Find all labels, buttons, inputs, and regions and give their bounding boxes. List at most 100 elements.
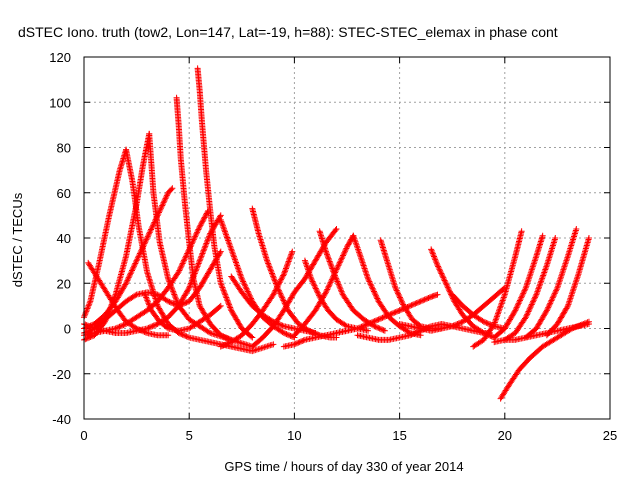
- data-point: [561, 263, 568, 270]
- data-point: [514, 301, 521, 308]
- data-point: [455, 320, 462, 327]
- data-point: [365, 327, 372, 334]
- data-point: [431, 254, 438, 261]
- data-point: [244, 287, 251, 294]
- data-point: [371, 323, 378, 330]
- data-point: [297, 338, 304, 345]
- data-point: [518, 293, 525, 300]
- data-point: [146, 303, 153, 310]
- data-point: [225, 340, 232, 347]
- data-point: [222, 230, 229, 237]
- data-point: [494, 310, 501, 317]
- data-point: [203, 211, 210, 218]
- data-point: [281, 269, 288, 276]
- data-point: [266, 263, 273, 270]
- data-point: [513, 304, 520, 311]
- data-point: [325, 254, 332, 261]
- data-point: [552, 235, 559, 241]
- data-point: [496, 307, 503, 314]
- data-point: [394, 288, 401, 295]
- data-series: [81, 146, 130, 321]
- data-point: [562, 260, 569, 267]
- data-point: [217, 302, 224, 309]
- data-point: [531, 257, 538, 264]
- data-point: [346, 240, 353, 247]
- data-series: [350, 232, 424, 339]
- data-point: [192, 232, 199, 239]
- data-point: [312, 284, 319, 291]
- data-point: [150, 220, 157, 227]
- data-point: [532, 294, 539, 301]
- data-point: [180, 257, 187, 264]
- data-point: [287, 332, 294, 339]
- data-point: [557, 275, 564, 282]
- data-point: [424, 295, 431, 302]
- data-point: [524, 280, 531, 287]
- data-point: [163, 297, 170, 304]
- data-point: [356, 249, 363, 256]
- data-point: [245, 289, 252, 296]
- data-point: [372, 317, 379, 324]
- data-point: [224, 340, 231, 347]
- data-point: [281, 268, 288, 275]
- data-point: [366, 278, 373, 285]
- data-point: [170, 290, 177, 297]
- data-point: [200, 217, 207, 224]
- data-point: [83, 328, 90, 335]
- data-point: [179, 331, 186, 338]
- data-point: [556, 278, 563, 285]
- data-point: [394, 290, 401, 297]
- data-point: [176, 267, 183, 274]
- data-point: [198, 221, 205, 228]
- data-point: [530, 260, 537, 267]
- data-point: [113, 324, 120, 331]
- data-point: [355, 246, 362, 253]
- data-point: [395, 307, 402, 314]
- y-tick-label: -40: [52, 412, 71, 427]
- data-point: [411, 301, 418, 308]
- data-point: [341, 249, 348, 256]
- data-point: [430, 252, 437, 259]
- data-point: [537, 281, 544, 288]
- data-point: [146, 301, 153, 308]
- data-point: [184, 333, 191, 340]
- data-point: [200, 247, 207, 254]
- data-point: [188, 279, 195, 286]
- data-point: [232, 258, 239, 265]
- data-point: [516, 297, 523, 304]
- data-point: [563, 256, 570, 263]
- data-point: [225, 237, 232, 244]
- data-point: [296, 339, 303, 346]
- data-point: [217, 343, 224, 350]
- data-point: [327, 261, 334, 268]
- data-point: [331, 270, 338, 277]
- data-point: [437, 269, 444, 276]
- data-point: [224, 335, 231, 342]
- data-point: [425, 294, 432, 301]
- data-point: [523, 312, 530, 319]
- data-point: [176, 302, 183, 309]
- data-point: [135, 253, 142, 260]
- data-point: [479, 329, 486, 336]
- data-point: [122, 281, 129, 288]
- data-point: [310, 281, 317, 288]
- data-point: [285, 258, 292, 265]
- data-point: [159, 202, 166, 209]
- data-point: [354, 325, 361, 332]
- data-point: [272, 287, 279, 294]
- data-point: [524, 311, 531, 318]
- data-point: [169, 185, 176, 192]
- data-point: [373, 294, 380, 301]
- data-point: [498, 300, 505, 307]
- data-point: [574, 274, 581, 281]
- data-point: [198, 219, 205, 226]
- data-point: [314, 288, 321, 295]
- data-point: [372, 291, 379, 298]
- data-point: [117, 323, 124, 330]
- data-point: [556, 277, 563, 284]
- data-point: [132, 324, 139, 331]
- data-point: [569, 287, 576, 294]
- data-point: [287, 254, 294, 261]
- data-point: [408, 331, 415, 338]
- data-point: [187, 280, 194, 287]
